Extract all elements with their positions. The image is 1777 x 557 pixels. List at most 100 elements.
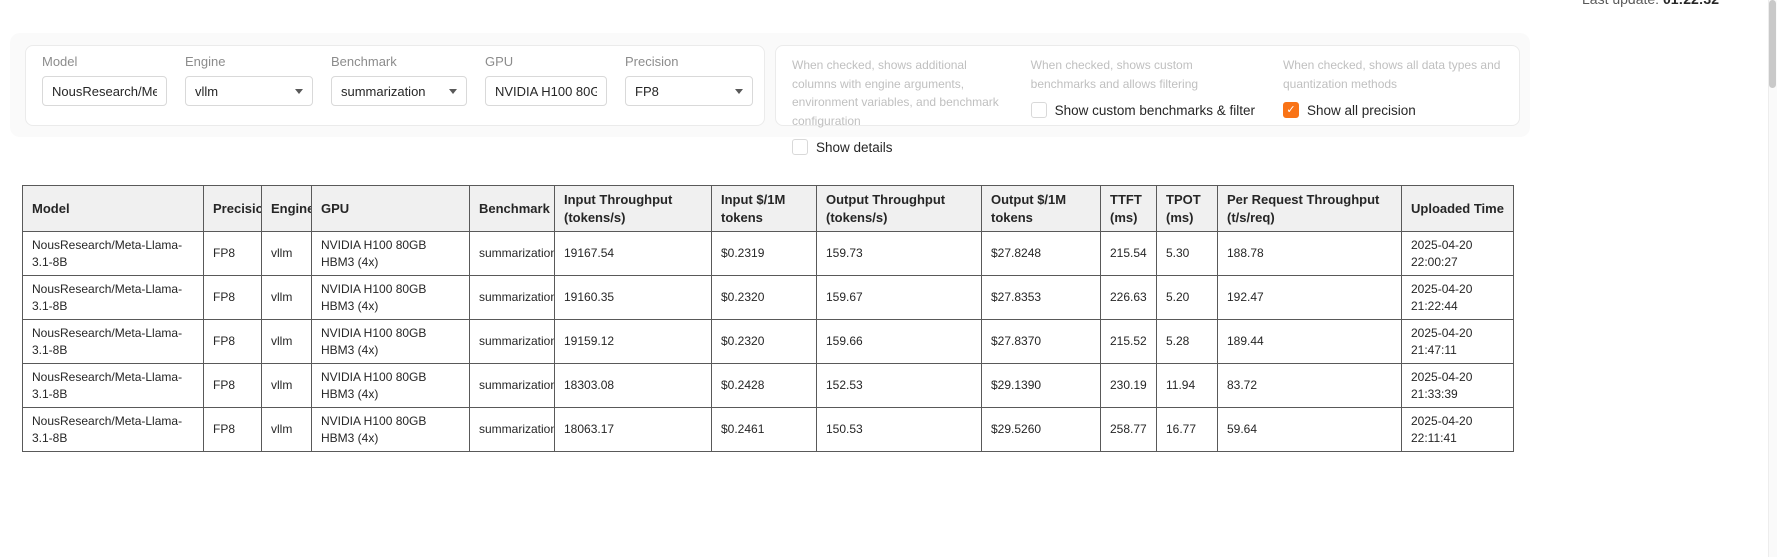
cell-ttft: 230.19 (1100, 363, 1157, 408)
gpu-label: GPU (485, 54, 514, 69)
cell-output-throughput: 150.53 (816, 407, 982, 452)
results-table-container: ModelPrecisionEngineGPUBenchmarkInput Th… (22, 185, 1514, 452)
engine-select[interactable]: vllm (185, 76, 313, 106)
gpu-value: NVIDIA H100 80GB H (495, 83, 597, 99)
cell-per-request-throughput: 192.47 (1217, 275, 1402, 320)
cell-output-cost: $29.1390 (981, 363, 1101, 408)
show-custom-benchmarks-label: Show custom benchmarks & filter (1054, 102, 1255, 118)
cell-precision: FP8 (203, 275, 262, 320)
cell-tpot: 11.94 (1156, 363, 1218, 408)
cell-input-throughput: 19160.35 (554, 275, 712, 320)
cell-precision: FP8 (203, 231, 262, 276)
column-header-benchmark: Benchmark (469, 185, 555, 232)
cell-output-throughput: 159.67 (816, 275, 982, 320)
show-details-description: When checked, shows additional columns w… (792, 58, 999, 128)
column-header-input-cost: Input $/1M tokens (711, 185, 817, 232)
column-header-uploaded-time: Uploaded Time (1401, 185, 1514, 232)
show-all-precision-description: When checked, shows all data types and q… (1282, 58, 1501, 91)
column-header-ttft: TTFT (ms) (1100, 185, 1157, 232)
cell-gpu: NVIDIA H100 80GB HBM3 (4x) (311, 275, 470, 320)
cell-output-cost: $29.5260 (981, 407, 1101, 452)
benchmark-value: summarization (341, 83, 426, 99)
benchmark-filter: Benchmark summarization (331, 54, 467, 117)
cell-ttft: 258.77 (1100, 407, 1157, 452)
show-details-checkbox[interactable]: ✓ (792, 139, 808, 156)
cell-ttft: 215.52 (1100, 319, 1157, 364)
show-custom-benchmarks-group: When checked, shows custom benchmarks an… (1030, 56, 1255, 119)
column-header-engine: Engine (261, 185, 312, 232)
benchmark-select[interactable]: summarization (331, 76, 467, 106)
cell-precision: FP8 (203, 407, 262, 452)
table-row: NousResearch/Meta-Llama-3.1-8B FP8 vllm NVI… (22, 275, 1514, 320)
show-all-precision-checkbox[interactable]: ✓ (1282, 102, 1299, 119)
cell-model: NousResearch/Meta-Llama-3.1-8B (22, 319, 204, 364)
cell-gpu: NVIDIA H100 80GB HBM3 (4x) (311, 407, 470, 452)
cell-uploaded-time: 2025-04-20 21:22:44 (1401, 275, 1514, 320)
cell-model: NousResearch/Meta-Llama-3.1-8B (22, 275, 204, 320)
cell-input-throughput: 18303.08 (554, 363, 712, 408)
model-value: NousResearch/Meta- (52, 83, 157, 99)
column-header-output-cost: Output $/1M tokens (981, 185, 1101, 232)
benchmark-label: Benchmark (331, 54, 397, 69)
cell-input-throughput: 18063.17 (554, 407, 712, 452)
precision-label: Precision (625, 54, 679, 69)
last-update-time: 01:22:32 (1663, 0, 1719, 7)
engine-value: vllm (195, 83, 219, 99)
cell-per-request-throughput: 83.72 (1217, 363, 1402, 408)
cell-benchmark: summarization (469, 363, 555, 408)
cell-gpu: NVIDIA H100 80GB HBM3 (4x) (311, 319, 470, 364)
cell-tpot: 5.28 (1156, 319, 1218, 364)
cell-tpot: 5.20 (1156, 275, 1218, 320)
last-update: Last update: 01:22:32 (1582, 0, 1719, 7)
show-custom-benchmarks-toggle[interactable]: ✓ Show custom benchmarks & filter (1030, 102, 1255, 119)
precision-filter: Precision FP8 (625, 54, 753, 117)
cell-model: NousResearch/Meta-Llama-3.1-8B (22, 231, 204, 276)
vertical-scrollbar[interactable] (1768, 0, 1777, 557)
table-row: NousResearch/Meta-Llama-3.1-8B FP8 vllm NVI… (22, 231, 1514, 276)
cell-output-cost: $27.8353 (981, 275, 1101, 320)
cell-output-cost: $27.8248 (981, 231, 1101, 276)
filter-card: Model NousResearch/Meta- Engine vllm Ben… (25, 45, 765, 126)
cell-tpot: 5.30 (1156, 231, 1218, 276)
table-row: NousResearch/Meta-Llama-3.1-8B FP8 vllm NVI… (22, 319, 1514, 364)
precision-select[interactable]: FP8 (625, 76, 753, 106)
scrollbar-thumb[interactable] (1769, 0, 1776, 88)
cell-tpot: 16.77 (1156, 407, 1218, 452)
cell-ttft: 215.54 (1100, 231, 1157, 276)
model-input[interactable]: NousResearch/Meta- (42, 76, 167, 106)
show-all-precision-toggle[interactable]: ✓ Show all precision (1282, 102, 1503, 119)
cell-input-cost: $0.2428 (711, 363, 817, 408)
show-custom-benchmarks-checkbox[interactable]: ✓ (1030, 102, 1047, 119)
cell-ttft: 226.63 (1100, 275, 1157, 320)
cell-output-throughput: 159.66 (816, 319, 982, 364)
show-details-group: When checked, shows additional columns w… (792, 56, 1003, 156)
last-update-label: Last update: (1582, 0, 1659, 7)
cell-input-throughput: 19159.12 (554, 319, 712, 364)
cell-per-request-throughput: 188.78 (1217, 231, 1402, 276)
table-row: NousResearch/Meta-Llama-3.1-8B FP8 vllm NVI… (22, 363, 1514, 408)
cell-precision: FP8 (203, 319, 262, 364)
table-row: NousResearch/Meta-Llama-3.1-8B FP8 vllm NVI… (22, 407, 1514, 452)
cell-benchmark: summarization (469, 275, 555, 320)
cell-uploaded-time: 2025-04-20 21:47:11 (1401, 319, 1514, 364)
show-custom-benchmarks-description: When checked, shows custom benchmarks an… (1030, 58, 1199, 91)
column-header-per-request-throughput: Per Request Throughput (t/s/req) (1217, 185, 1402, 232)
column-header-input-throughput: Input Throughput (tokens/s) (554, 185, 712, 232)
gpu-input[interactable]: NVIDIA H100 80GB H (485, 76, 607, 106)
engine-filter: Engine vllm (185, 54, 313, 117)
show-all-precision-group: When checked, shows all data types and q… (1282, 56, 1503, 119)
cell-benchmark: summarization (469, 231, 555, 276)
show-details-toggle[interactable]: ✓ Show details (792, 139, 1003, 156)
results-table: ModelPrecisionEngineGPUBenchmarkInput Th… (22, 185, 1514, 452)
chevron-down-icon (735, 88, 743, 94)
column-header-precision: Precision (203, 185, 262, 232)
cell-engine: vllm (261, 275, 312, 320)
cell-precision: FP8 (203, 363, 262, 408)
column-header-tpot: TPOT (ms) (1156, 185, 1218, 232)
cell-engine: vllm (261, 407, 312, 452)
cell-input-cost: $0.2319 (711, 231, 817, 276)
cell-uploaded-time: 2025-04-20 22:11:41 (1401, 407, 1514, 452)
engine-label: Engine (185, 54, 226, 69)
column-header-output-throughput: Output Throughput (tokens/s) (816, 185, 982, 232)
cell-input-throughput: 19167.54 (554, 231, 712, 276)
